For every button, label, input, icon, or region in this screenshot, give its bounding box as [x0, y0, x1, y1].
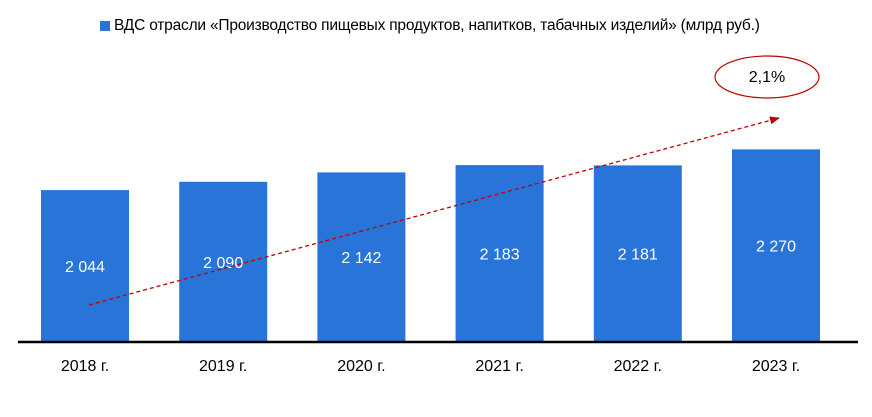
x-tick-label: 2019 г.	[199, 358, 247, 375]
legend-label: ВДС отрасли «Производство пищевых продук…	[114, 17, 760, 34]
value-label: 2 090	[203, 255, 243, 272]
chart-legend: ВДС отрасли «Производство пищевых продук…	[100, 14, 760, 38]
value-label: 2 270	[756, 239, 796, 256]
value-label: 2 142	[341, 250, 381, 267]
legend-swatch	[100, 21, 110, 31]
x-tick-label: 2020 г.	[337, 358, 385, 375]
bar-2022	[593, 165, 682, 342]
growth-ellipse	[714, 55, 820, 99]
x-tick-label: 2021 г.	[475, 358, 523, 375]
growth-label: 2,1%	[749, 69, 785, 86]
bar-2020	[317, 172, 406, 342]
bar-2018	[41, 190, 129, 342]
x-tick-label: 2018 г.	[61, 358, 109, 375]
value-label: 2 183	[480, 247, 520, 264]
value-label: 2 181	[618, 247, 658, 264]
bar-2021	[455, 165, 544, 342]
trend-arrow	[88, 116, 780, 306]
bar-2023	[732, 149, 820, 342]
x-tick-label: 2023 г.	[752, 358, 800, 375]
bar-2019	[179, 181, 268, 342]
value-label: 2 044	[65, 259, 105, 276]
x-tick-label: 2022 г.	[614, 358, 662, 375]
